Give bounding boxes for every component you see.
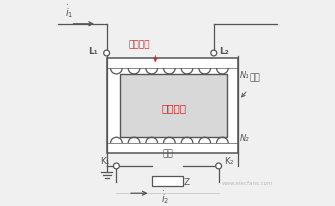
Text: $\dot{i}_2$: $\dot{i}_2$ — [161, 189, 170, 206]
Text: 鐵心: 鐵心 — [250, 73, 261, 82]
Text: K₂: K₂ — [224, 157, 234, 166]
Text: $\dot{i}_1$: $\dot{i}_1$ — [65, 3, 73, 20]
Bar — [107, 58, 238, 153]
Text: N₂: N₂ — [240, 134, 250, 143]
Circle shape — [104, 50, 110, 56]
Circle shape — [216, 163, 221, 169]
Text: www.elecfans.com: www.elecfans.com — [222, 181, 274, 186]
Text: L₁: L₁ — [88, 47, 98, 56]
Text: 负荷: 负荷 — [162, 149, 173, 158]
Text: L₂: L₂ — [219, 47, 228, 56]
Text: 二次绕组: 二次绕组 — [161, 103, 186, 114]
Text: 一次绕组: 一次绕组 — [128, 40, 149, 49]
Bar — [152, 176, 183, 186]
Circle shape — [211, 50, 217, 56]
Text: N₁: N₁ — [240, 71, 250, 80]
Circle shape — [114, 163, 119, 169]
Bar — [120, 74, 227, 137]
Text: Z: Z — [184, 178, 190, 186]
Text: K₁: K₁ — [100, 157, 110, 166]
